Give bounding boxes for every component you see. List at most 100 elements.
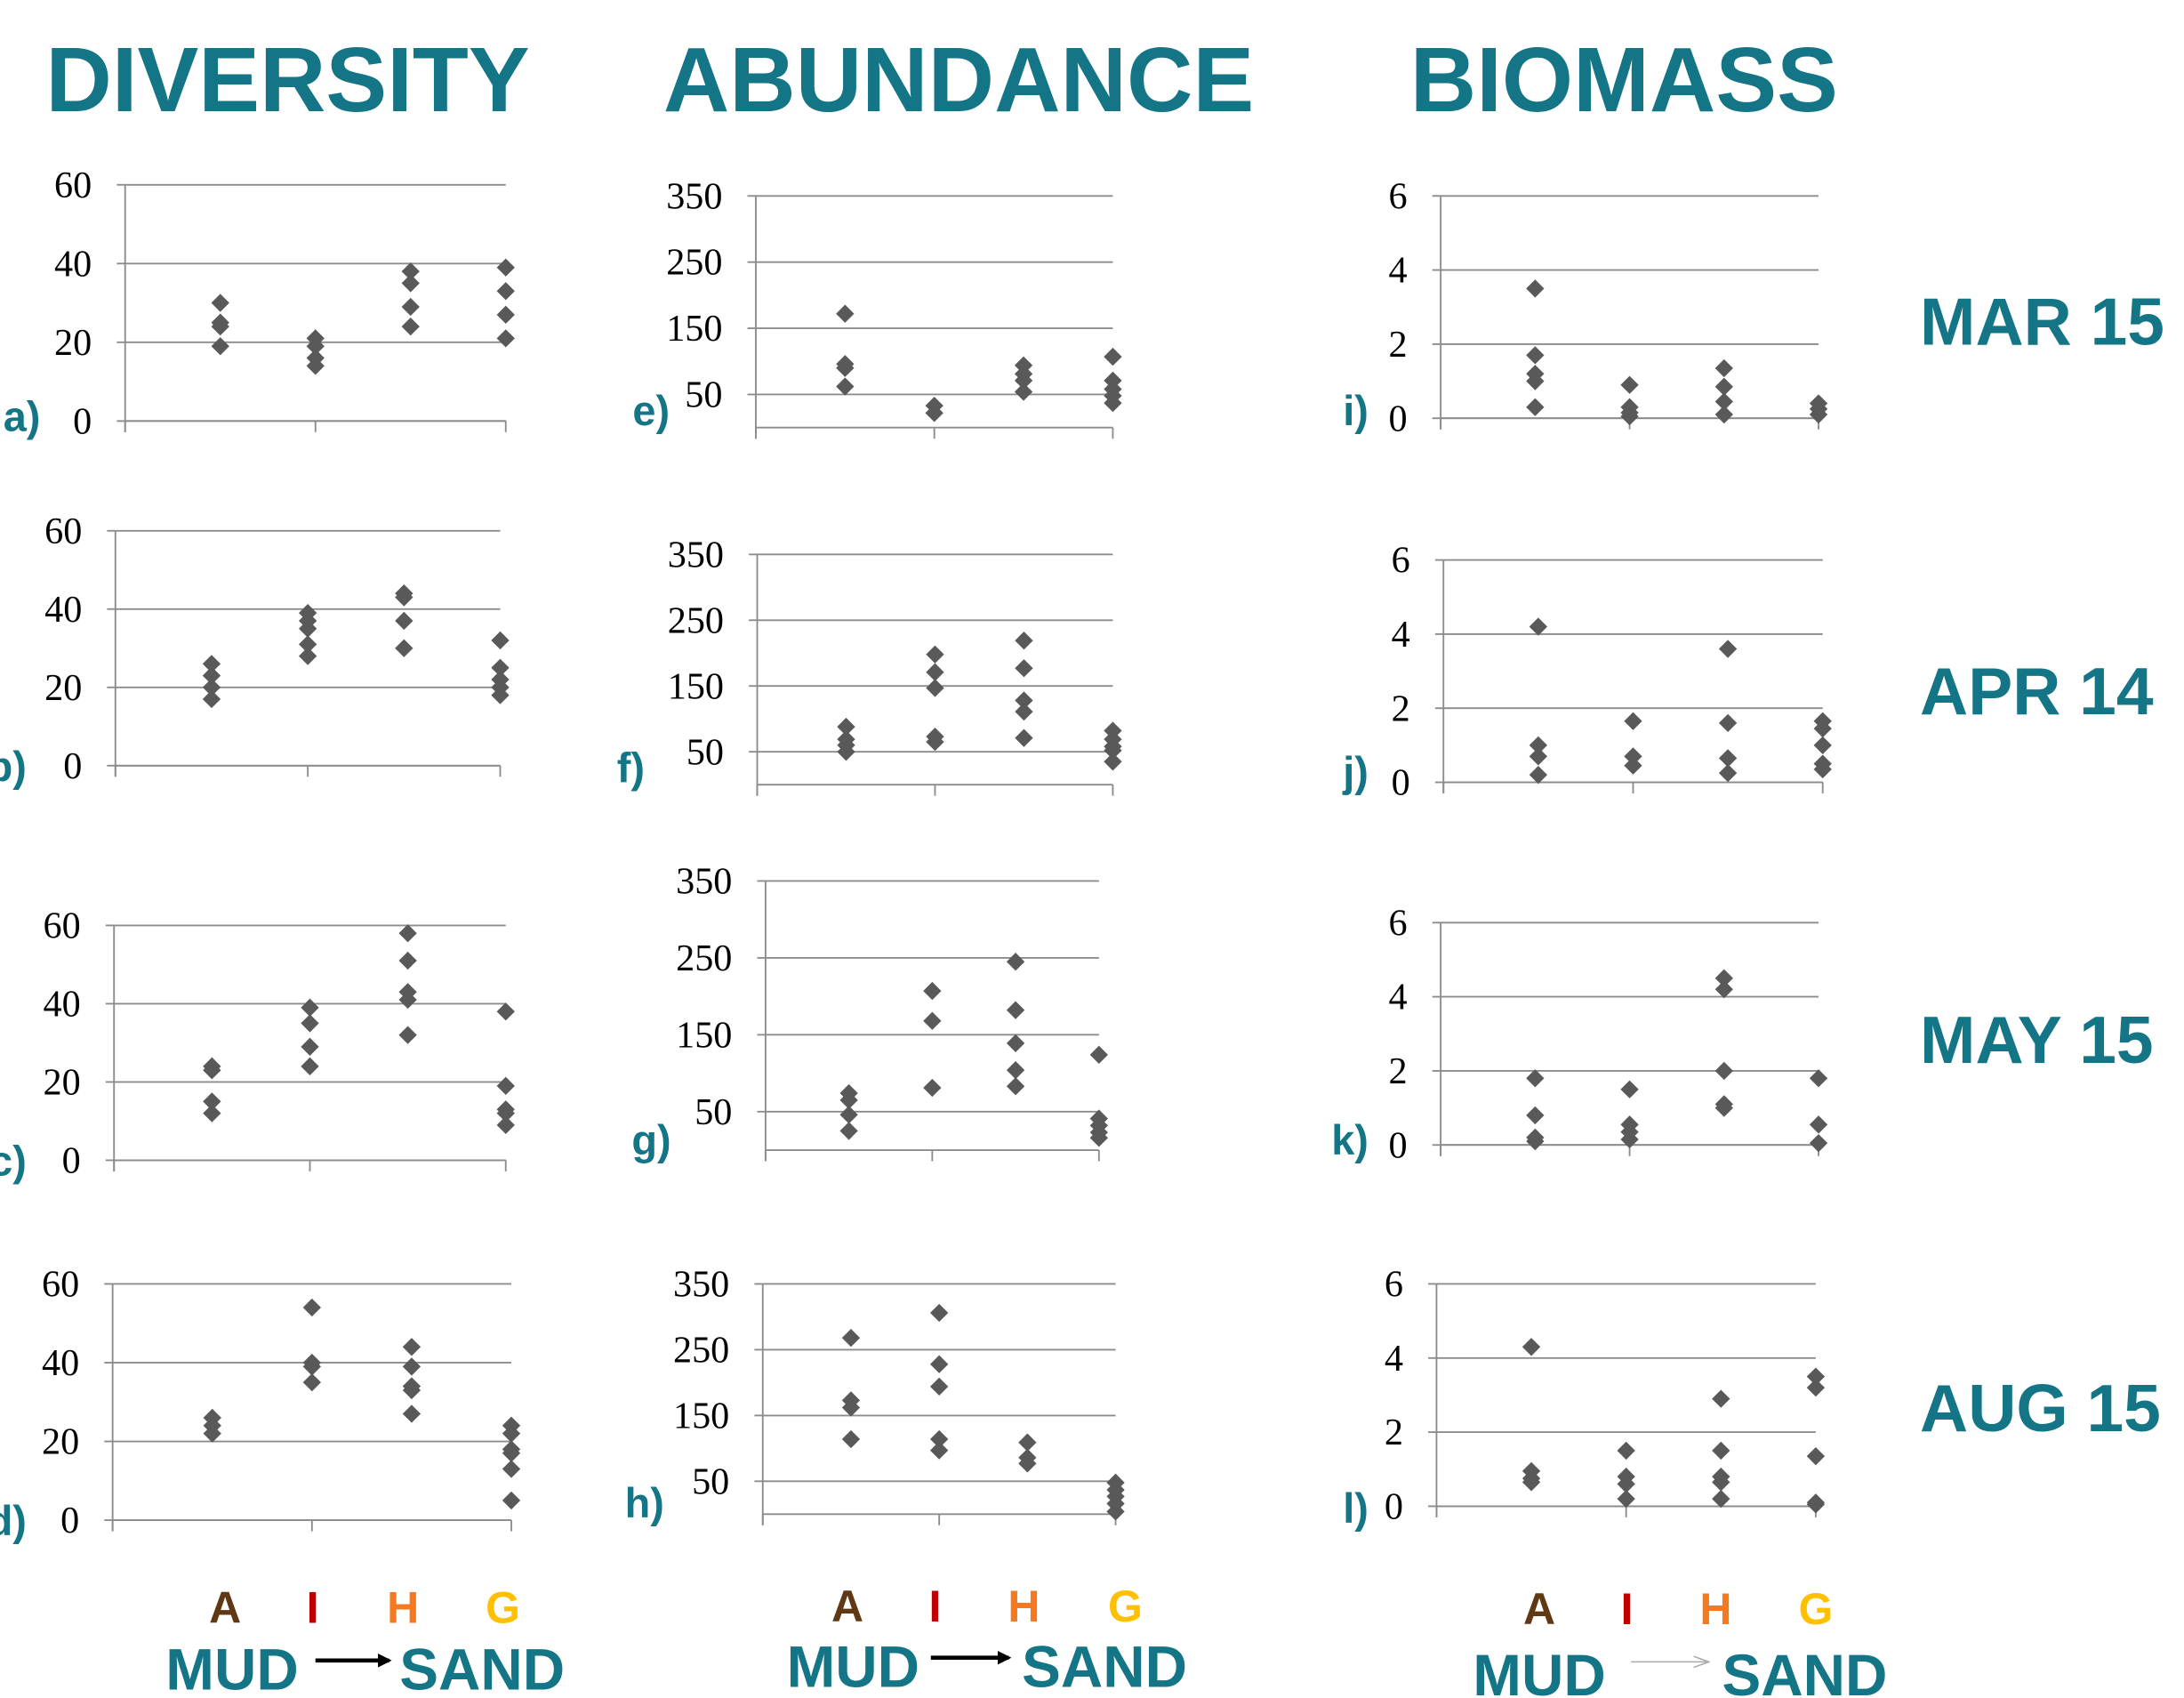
- data-point: [402, 1338, 422, 1356]
- data-point: [1015, 702, 1033, 721]
- data-point: [1522, 1338, 1541, 1356]
- data-point: [502, 1424, 521, 1443]
- data-point: [1106, 1502, 1125, 1521]
- data-point: [211, 317, 229, 336]
- y-tick-label: 250: [673, 1329, 729, 1371]
- y-tick-label: 20: [54, 322, 92, 364]
- data-point: [1006, 1060, 1025, 1080]
- panel-label: b): [0, 744, 27, 790]
- data-point: [496, 1115, 515, 1134]
- row-label: APR 14: [1920, 654, 2154, 728]
- data-point: [496, 305, 515, 324]
- category-label: I: [1620, 1584, 1633, 1634]
- data-point: [203, 1424, 221, 1443]
- panel-label: f): [617, 745, 645, 792]
- y-tick-label: 40: [54, 243, 92, 285]
- data-point: [1806, 1495, 1826, 1514]
- y-tick-label: 250: [676, 938, 732, 979]
- data-point: [1813, 736, 1832, 755]
- data-point: [301, 1037, 319, 1056]
- data-point: [398, 951, 417, 970]
- data-point: [395, 639, 414, 657]
- y-tick-label: 250: [668, 600, 724, 641]
- data-point: [203, 1092, 221, 1111]
- data-point: [1617, 1441, 1635, 1461]
- data-point: [1526, 1131, 1545, 1151]
- data-point: [298, 619, 317, 638]
- y-tick-label: 50: [685, 374, 722, 416]
- data-point: [1089, 1045, 1108, 1064]
- data-point: [1014, 371, 1033, 390]
- category-label: G: [486, 1583, 520, 1633]
- data-point: [1006, 1001, 1025, 1019]
- data-point: [930, 1355, 949, 1373]
- data-point: [502, 1491, 521, 1510]
- y-tick-label: 4: [1389, 977, 1408, 1018]
- data-point: [301, 1014, 319, 1033]
- data-point: [841, 1328, 861, 1348]
- y-tick-label: 6: [1389, 175, 1408, 217]
- category-label: I: [929, 1581, 942, 1631]
- data-point: [502, 1460, 521, 1478]
- data-point: [402, 1380, 422, 1400]
- row-label: MAY 15: [1920, 1002, 2154, 1077]
- data-point: [1018, 1454, 1037, 1473]
- y-tick-label: 6: [1392, 540, 1410, 582]
- data-point: [1718, 749, 1738, 768]
- data-point: [1104, 741, 1122, 760]
- y-tick-label: 50: [687, 731, 724, 773]
- data-point: [925, 404, 943, 422]
- y-tick-label: 20: [44, 1061, 81, 1103]
- data-point: [496, 329, 515, 348]
- panel-label: i): [1343, 388, 1369, 434]
- data-point: [1712, 1441, 1730, 1461]
- y-tick-label: 2: [1385, 1412, 1403, 1453]
- data-point: [1015, 691, 1033, 710]
- y-tick-label: 0: [1389, 1124, 1408, 1166]
- data-point: [502, 1444, 521, 1462]
- data-point: [1718, 763, 1738, 783]
- data-point: [1104, 347, 1122, 366]
- y-tick-label: 60: [54, 165, 92, 206]
- data-point: [1529, 766, 1548, 785]
- gradient-to: SAND: [1722, 1643, 1887, 1698]
- data-point: [496, 1104, 515, 1123]
- data-point: [1714, 1098, 1733, 1117]
- category-label: G: [1108, 1581, 1143, 1631]
- data-point: [202, 678, 221, 696]
- gradient-from: MUD: [787, 1635, 919, 1698]
- data-point: [837, 717, 855, 736]
- data-point: [298, 647, 317, 665]
- gradient-to: SAND: [399, 1638, 565, 1698]
- data-point: [836, 377, 855, 396]
- data-point: [1006, 1077, 1025, 1096]
- data-point: [1014, 382, 1033, 401]
- y-tick-label: 60: [42, 1264, 79, 1306]
- y-tick-label: 350: [676, 860, 732, 902]
- y-tick-label: 2: [1389, 324, 1408, 366]
- data-point: [1015, 659, 1033, 678]
- row-label: AUG 15: [1920, 1371, 2161, 1445]
- y-tick-label: 20: [42, 1421, 79, 1463]
- data-point: [203, 1104, 221, 1123]
- data-point: [402, 1357, 422, 1376]
- data-point: [1529, 617, 1548, 636]
- data-point: [926, 663, 944, 681]
- y-tick-label: 150: [673, 1395, 729, 1436]
- data-point: [1015, 728, 1033, 747]
- data-point: [926, 645, 944, 664]
- y-tick-label: 150: [668, 665, 724, 707]
- data-point: [1526, 279, 1545, 298]
- y-tick-label: 0: [1389, 398, 1408, 439]
- data-point: [1006, 953, 1025, 971]
- y-tick-label: 40: [42, 1342, 79, 1384]
- data-point: [1526, 372, 1545, 390]
- data-point: [496, 282, 515, 301]
- data-point: [1624, 747, 1642, 766]
- panel-label: a): [4, 393, 41, 439]
- category-label: G: [1798, 1584, 1833, 1634]
- data-point: [1714, 969, 1733, 987]
- y-tick-label: 250: [666, 242, 722, 284]
- data-point: [1809, 405, 1828, 424]
